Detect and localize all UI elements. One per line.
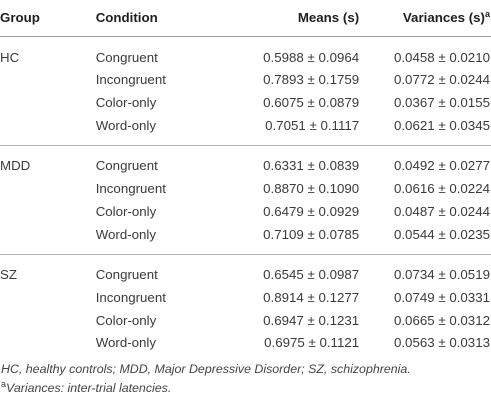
table-row: Incongruent 0.8914 ± 0.1277 0.0749 ± 0.033… [0,286,491,309]
condition-cell: Congruent [95,267,158,283]
footnote-variances: aVariances: inter-trial latencies. [1,379,411,398]
condition-cell: Color-only [95,312,157,328]
variance-cell: 0.0458 ± 0.0210 [393,49,490,65]
footnote-abbreviations: HC, healthy controls; MDD, Major Depress… [1,362,411,376]
header-condition: Condition [95,0,231,37]
group-cell [0,222,96,255]
mean-cell: 0.6545 ± 0.0987 [263,267,360,283]
mean-cell: 0.6331 ± 0.0839 [263,158,360,174]
variance-cell: 0.0563 ± 0.0313 [393,335,490,351]
mean-cell: 0.5988 ± 0.0964 [263,49,360,65]
mean-cell: 0.6075 ± 0.0879 [263,95,360,111]
variance-cell: 0.0544 ± 0.0235 [359,222,491,255]
condition-cell: Word-only [95,335,157,351]
group-cell [0,286,96,309]
table-row: Color-only 0.6479 ± 0.0929 0.0487 ± 0.0244 [0,200,491,223]
table-footnotes: HC, healthy controls; MDD, Major Depress… [1,360,411,398]
table-header-row: Group Condition Means (s) Variances (s)a [0,0,491,37]
group-cell [0,200,96,223]
table-row: Incongruent 0.7893 ± 0.1759 0.0772 ± 0.024… [0,69,491,92]
table-row: Color-only 0.6075 ± 0.0879 0.0367 ± 0.0155 [0,91,491,114]
group-cell: SZ [0,267,17,283]
variance-cell: 0.0492 ± 0.0277 [393,158,490,174]
table-row: Word-only 0.6975 ± 0.1121 0.0563 ± 0.0313 [0,332,491,363]
condition-cell: Color-only [95,203,157,219]
results-table: Group Condition Means (s) Variances (s)a… [0,0,491,363]
variance-cell: 0.0487 ± 0.0244 [393,203,490,219]
table-row: MDD Congruent 0.6331 ± 0.0839 0.0492 ± 0.02… [0,145,491,177]
mean-cell: 0.8914 ± 0.1277 [263,289,360,305]
mean-cell: 0.6947 ± 0.1231 [263,312,360,328]
variance-cell: 0.0616 ± 0.0224 [393,181,490,197]
condition-cell: Word-only [95,222,231,255]
table-row: HC Congruent 0.5988 ± 0.0964 0.0458 ± 0.021… [0,37,491,69]
group-cell [0,91,96,114]
header-means: Means (s) [230,0,360,37]
variance-cell: 0.0749 ± 0.0331 [393,289,490,305]
mean-cell: 0.7893 ± 0.1759 [263,72,360,88]
condition-cell: Congruent [95,49,158,65]
variance-cell: 0.0621 ± 0.0345 [359,114,491,146]
header-variances-footnote-marker: a [484,9,490,20]
table-body: HC Congruent 0.5988 ± 0.0964 0.0458 ± 0.021… [0,37,491,363]
mean-cell: 0.6975 ± 0.1121 [264,335,360,351]
footnote-variances-text: Variances: inter-trial latencies. [6,381,172,395]
mean-cell: 0.6479 ± 0.0929 [263,203,360,219]
variance-cell: 0.0367 ± 0.0155 [393,95,490,111]
group-cell [0,69,96,92]
header-variances: Variances (s)a [359,0,491,37]
group-cell [0,114,96,146]
mean-cell: 0.7051 ± 0.1117 [230,114,360,146]
condition-cell: Color-only [95,95,157,111]
mean-cell: 0.7109 ± 0.0785 [230,222,360,255]
condition-cell: Incongruent [95,181,166,197]
header-variances-label: Variances (s) [402,10,485,26]
variance-cell: 0.0665 ± 0.0312 [393,312,490,328]
group-cell: MDD [0,158,31,174]
table-row: Color-only 0.6947 ± 0.1231 0.0665 ± 0.0312 [0,309,491,332]
table-row: SZ Congruent 0.6545 ± 0.0987 0.0734 ± 0.051… [0,254,491,286]
group-cell [0,332,96,363]
group-cell [0,177,96,200]
group-cell: HC [0,49,20,65]
table-row: Word-only 0.7051 ± 0.1117 0.0621 ± 0.0345 [0,114,491,146]
condition-cell: Incongruent [95,289,166,305]
footnote-variances-marker: a [1,379,7,389]
condition-cell: Incongruent [95,72,166,88]
variance-cell: 0.0772 ± 0.0244 [393,72,490,88]
condition-cell: Word-only [95,114,231,146]
group-cell [0,309,96,332]
mean-cell: 0.8870 ± 0.1090 [263,181,360,197]
table-row: Word-only 0.7109 ± 0.0785 0.0544 ± 0.0235 [0,222,491,255]
header-group: Group [0,0,96,37]
variance-cell: 0.0734 ± 0.0519 [393,267,490,283]
table-row: Incongruent 0.8870 ± 0.1090 0.0616 ± 0.022… [0,177,491,200]
condition-cell: Congruent [95,158,158,174]
